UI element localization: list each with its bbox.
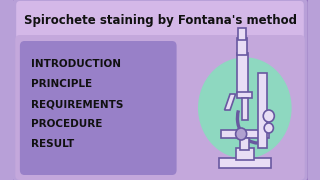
FancyBboxPatch shape — [11, 0, 309, 180]
Circle shape — [199, 58, 291, 158]
Text: INTRODUCTION: INTRODUCTION — [31, 59, 121, 69]
FancyBboxPatch shape — [20, 41, 177, 175]
Text: PROCEDURE: PROCEDURE — [31, 119, 102, 129]
Text: PRINCIPLE: PRINCIPLE — [31, 79, 92, 89]
Bar — [258, 73, 267, 148]
Polygon shape — [225, 94, 236, 110]
Circle shape — [236, 128, 247, 140]
Bar — [240, 138, 249, 150]
Bar — [236, 148, 254, 160]
Text: REQUIREMENTS: REQUIREMENTS — [31, 99, 123, 109]
Bar — [237, 38, 247, 55]
Bar — [221, 130, 269, 138]
Circle shape — [264, 123, 273, 133]
FancyBboxPatch shape — [16, 1, 304, 39]
FancyBboxPatch shape — [15, 35, 305, 180]
Bar — [219, 158, 271, 168]
Bar — [238, 28, 246, 40]
Bar — [237, 92, 252, 98]
Bar — [242, 98, 248, 120]
Bar — [236, 53, 248, 93]
Text: Spirochete staining by Fontana's method: Spirochete staining by Fontana's method — [23, 14, 297, 26]
Circle shape — [263, 110, 274, 122]
Text: RESULT: RESULT — [31, 139, 74, 149]
